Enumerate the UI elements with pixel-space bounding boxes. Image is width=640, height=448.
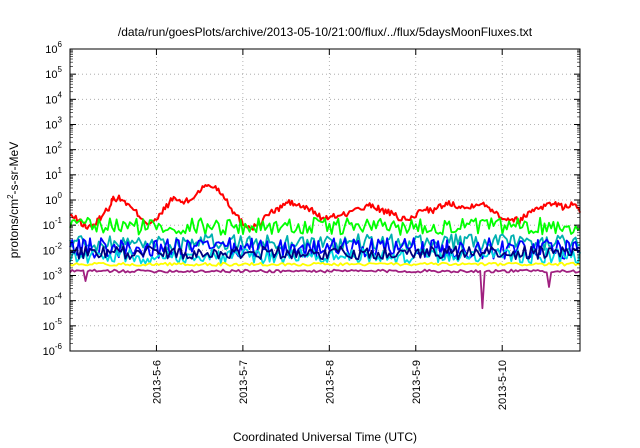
y-tick-label: 10-3 — [43, 267, 63, 283]
grid — [70, 48, 580, 352]
series-line — [69, 268, 581, 310]
series-line — [69, 216, 581, 236]
y-tick-label: 104 — [45, 90, 62, 106]
series-line — [69, 261, 581, 267]
y-tick-label: 10-1 — [43, 216, 63, 232]
series-line — [69, 245, 581, 261]
y-tick-label: 10-6 — [43, 342, 63, 358]
y-tick-label: 103 — [45, 116, 62, 132]
x-axis: 2013-5-6 2013-5-7 2013-5-8 2013-5-9 2013-5-1… — [151, 49, 509, 410]
series-line — [69, 247, 581, 265]
x-axis-label: Coordinated Universal Time (UTC) — [233, 430, 417, 444]
x-tick-label: 2013-5-9 — [411, 360, 423, 404]
y-tick-label: 10-5 — [43, 317, 63, 333]
y-axis-label: protons/cm2-s-sr-MeV — [6, 142, 21, 258]
y-tick-label: 105 — [45, 65, 62, 81]
y-axis: 10-6 10-5 10-4 10-3 10-2 10-1 100 101 102 103 104 1… — [43, 40, 580, 358]
series-line — [69, 184, 581, 231]
series-line — [69, 233, 581, 253]
x-tick-label: 2013-5-7 — [238, 360, 250, 404]
y-tick-label: 100 — [45, 191, 62, 207]
y-tick-label: 10-2 — [43, 241, 63, 257]
y-tick-label: 101 — [45, 166, 62, 182]
y-tick-label: 106 — [45, 40, 62, 56]
y-tick-label: 102 — [45, 141, 62, 157]
chart-title: /data/run/goesPlots/archive/2013-05-10/2… — [118, 25, 533, 39]
x-tick-label: 2013-5-6 — [151, 360, 163, 404]
series-layer — [69, 184, 581, 310]
x-tick-label: 2013-5-8 — [324, 360, 336, 404]
x-tick-label: 2013-5-10 — [497, 360, 509, 410]
y-tick-label: 10-4 — [43, 292, 63, 308]
